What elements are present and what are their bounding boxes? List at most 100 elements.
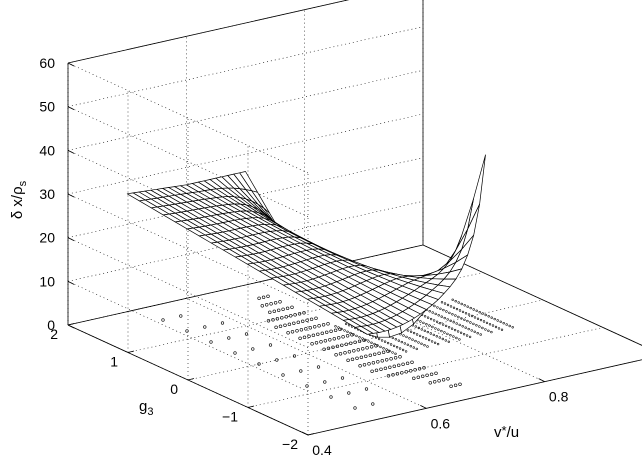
floor-marker <box>382 347 385 350</box>
floor-marker <box>442 308 445 312</box>
floor-marker <box>265 303 269 307</box>
floor-marker <box>511 326 514 329</box>
floor-marker <box>379 345 382 349</box>
floor-marker <box>463 318 466 321</box>
floor-marker <box>458 382 462 386</box>
floor-marker <box>443 302 447 305</box>
floor-marker <box>346 358 350 362</box>
floor-marker <box>257 362 261 366</box>
axes-box <box>67 0 642 436</box>
floor-marker <box>227 336 231 340</box>
floor-marker <box>455 322 458 325</box>
grid-line-z <box>67 201 424 282</box>
floor-marker <box>353 406 357 410</box>
floor-marker <box>461 310 465 314</box>
floor-marker <box>502 322 505 325</box>
floor-marker <box>266 294 270 298</box>
floor-marker <box>268 310 272 314</box>
floor-marker <box>481 326 484 330</box>
floor-marker <box>458 323 461 327</box>
floor-marker <box>371 361 376 365</box>
floor-marker <box>488 323 492 326</box>
floor-marker <box>422 321 425 325</box>
floor-marker <box>349 341 353 345</box>
y-tick-label: −1 <box>222 409 238 425</box>
floor-marker <box>373 352 377 356</box>
z-axis-label: δ x/ρs <box>9 180 29 219</box>
floor-marker <box>353 340 357 344</box>
floor-marker <box>473 330 476 333</box>
y-tick-label: 0 <box>170 381 178 397</box>
floor-marker <box>447 340 450 343</box>
floor-marker <box>358 336 361 339</box>
floor-marker <box>388 365 392 369</box>
floor-marker <box>344 342 348 346</box>
floor-marker <box>161 318 165 322</box>
floor-marker <box>457 301 460 304</box>
floor-marker <box>388 349 391 353</box>
floor-marker <box>299 328 304 332</box>
floor-marker <box>370 369 374 373</box>
floor-marker <box>287 322 292 326</box>
x-tick-mark <box>301 431 309 436</box>
floor-marker <box>377 337 381 341</box>
floor-marker <box>493 317 496 321</box>
floor-marker <box>436 342 440 346</box>
floor-marker <box>437 379 441 383</box>
floor-marker <box>314 341 319 345</box>
floor-marker <box>338 327 342 331</box>
floor-marker <box>429 332 432 335</box>
floor-marker <box>380 339 384 342</box>
floor-marker <box>433 304 436 308</box>
grid-line-y <box>307 359 642 436</box>
floor-marker <box>355 356 359 360</box>
z-tick-label: 0 <box>47 317 55 333</box>
y-tick-label: 2 <box>50 326 58 342</box>
floor-marker <box>397 363 401 367</box>
floor-marker <box>453 383 458 387</box>
floor-marker <box>381 350 386 354</box>
floor-marker <box>423 344 426 347</box>
floor-marker <box>386 349 390 353</box>
floor-marker <box>340 327 343 331</box>
floor-marker <box>430 340 434 343</box>
floor-marker <box>277 308 281 312</box>
floor-marker <box>364 387 369 391</box>
floor-marker <box>337 336 341 340</box>
floor-marker <box>316 365 321 369</box>
floor-marker <box>451 298 454 301</box>
floor-marker <box>364 338 367 342</box>
floor-marker <box>292 321 296 325</box>
floor-marker <box>409 330 413 333</box>
floor-marker <box>428 324 431 327</box>
floor-marker <box>426 345 429 348</box>
floor-marker <box>457 315 460 319</box>
floor-marker <box>395 372 400 376</box>
floor-marker <box>326 346 331 350</box>
floor-marker <box>421 336 425 339</box>
floor-marker <box>423 329 426 332</box>
y-tick-mark <box>307 433 315 436</box>
floor-marker <box>401 348 405 352</box>
floor-marker <box>391 373 395 377</box>
floor-marker <box>452 306 456 309</box>
floor-marker <box>505 323 508 326</box>
floor-marker <box>275 358 279 362</box>
floor-marker <box>446 377 450 381</box>
floor-marker <box>352 333 355 336</box>
floor-marker <box>266 319 271 323</box>
floor-marker <box>362 338 366 342</box>
floor-marker <box>497 327 501 330</box>
y-tick-label: 1 <box>110 354 118 370</box>
floor-marker <box>449 334 452 337</box>
floor-marker <box>421 374 425 378</box>
floor-marker <box>499 320 502 323</box>
floor-marker <box>415 347 418 351</box>
floor-marker <box>316 332 320 336</box>
floor-marker <box>345 334 350 338</box>
floor-marker <box>340 376 345 380</box>
floor-marker <box>274 325 278 329</box>
floor-marker <box>426 330 429 334</box>
floor-marker <box>269 302 273 306</box>
